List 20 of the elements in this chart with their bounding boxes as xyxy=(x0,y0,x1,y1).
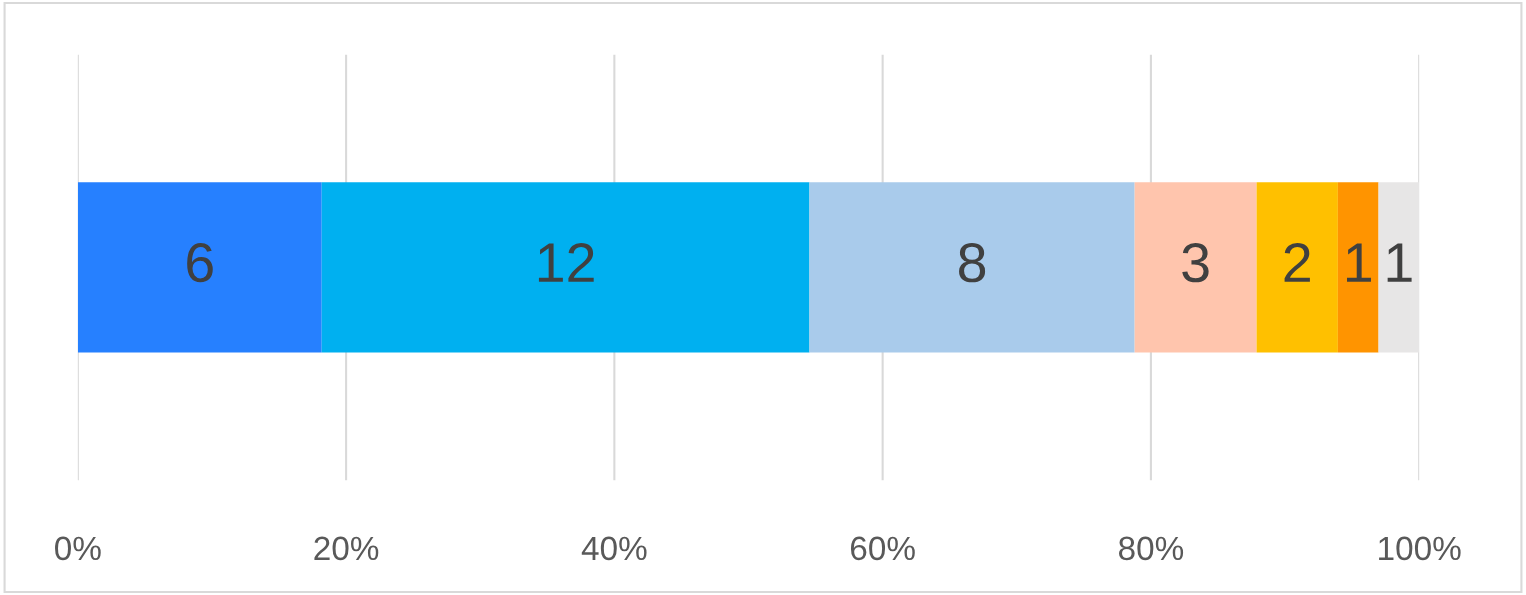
data-label: 6 xyxy=(187,243,213,283)
bar xyxy=(1134,182,1257,353)
x2-tick-label: 40% xyxy=(581,536,647,561)
data-label: 1 xyxy=(1347,243,1371,282)
bar xyxy=(321,182,810,353)
x2-tick-label: 20% xyxy=(314,536,379,561)
x2-tick-label: 0% xyxy=(55,536,101,561)
bar xyxy=(1337,182,1379,353)
data-label: 1 xyxy=(1387,243,1412,282)
data-label: 3 xyxy=(1182,243,1209,283)
bar xyxy=(1378,182,1420,353)
bar xyxy=(809,182,1135,353)
x2-tick-label: 60% xyxy=(850,536,915,561)
data-label: 8 xyxy=(959,243,986,283)
data-label: 12 xyxy=(538,243,594,282)
x2-tick-label: 100% xyxy=(1379,536,1461,561)
bar xyxy=(1256,182,1338,353)
x2-tick-label: 80% xyxy=(1119,536,1184,561)
bar xyxy=(77,182,322,353)
data-label: 2 xyxy=(1284,243,1310,282)
